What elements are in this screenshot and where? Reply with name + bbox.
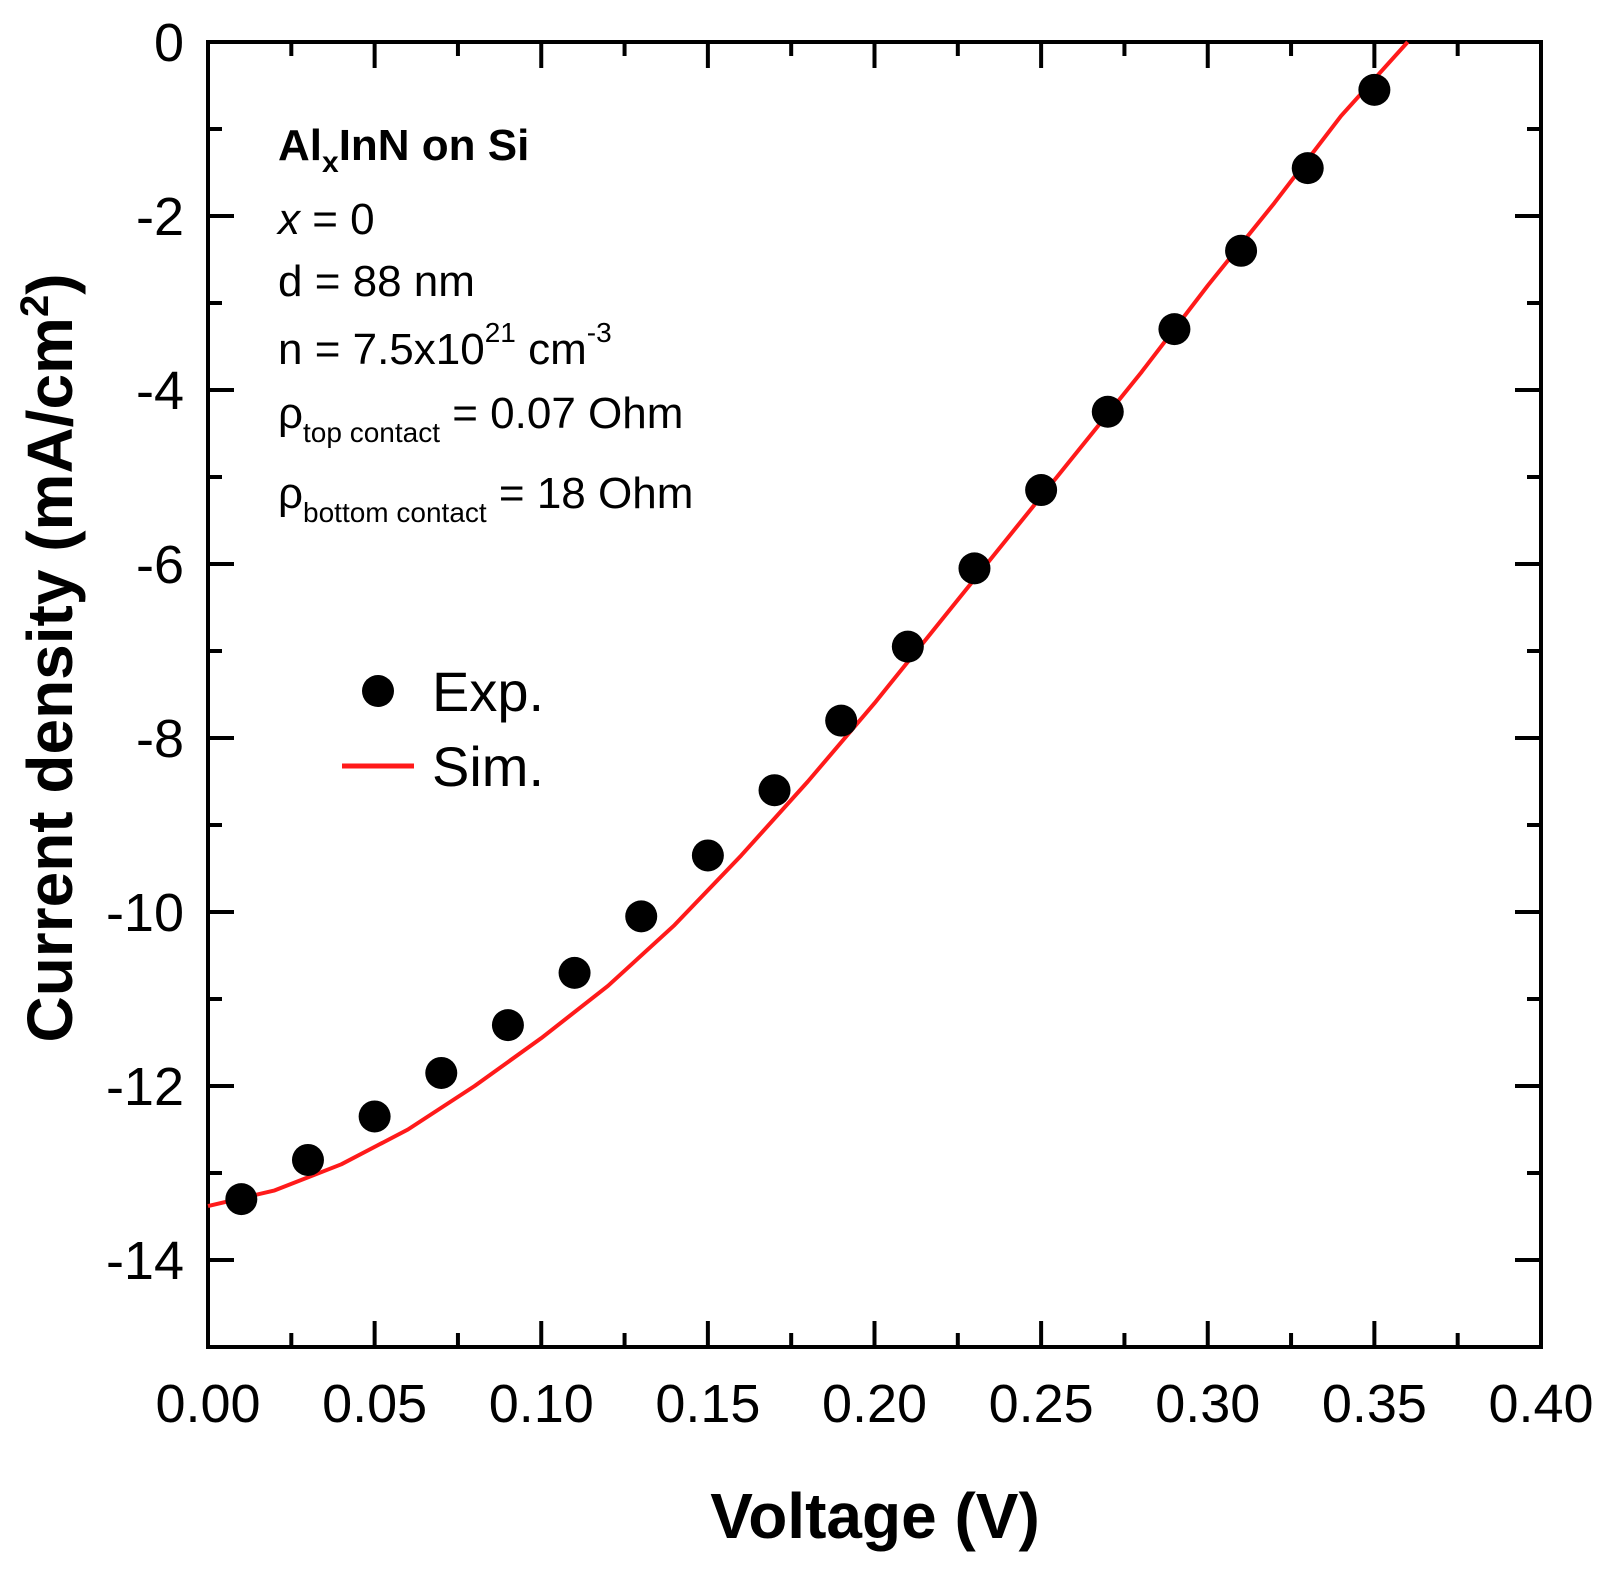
annotation-rho-bottom: ρbottom contact = 18 Ohm — [278, 469, 693, 528]
y-tick-label: -12 — [106, 1057, 184, 1117]
exp-data-point — [1025, 474, 1058, 507]
exp-data-point — [291, 1143, 324, 1176]
y-tick-label: -6 — [136, 535, 184, 595]
legend-label-sim: Sim. — [432, 735, 544, 798]
exp-data-point — [225, 1183, 258, 1216]
exp-data-point — [358, 1100, 391, 1133]
y-axis-title: Current density (mA/cm2) — [13, 273, 86, 1042]
y-tick-labels: 0 -2 -4 -6 -8 -10 -12 -14 — [106, 13, 184, 1291]
exp-data-point — [558, 956, 591, 989]
x-tick-label: 0.00 — [155, 1374, 260, 1434]
sim-curve — [207, 40, 1410, 1209]
plot-area — [207, 40, 1410, 1216]
exp-data-point — [425, 1056, 458, 1089]
exp-data-point — [1091, 395, 1124, 428]
x-tick-label: 0.35 — [1322, 1374, 1427, 1434]
y-tick-label: -8 — [136, 709, 184, 769]
exp-data-point — [691, 839, 724, 872]
y-tick-label: -2 — [136, 187, 184, 247]
x-tick-label: 0.30 — [1155, 1374, 1260, 1434]
x-tick-label: 0.05 — [322, 1374, 427, 1434]
annotation-block: AlxInN on Si x = 0 d = 88 nm n = 7.5x102… — [276, 121, 693, 528]
y-tick-label: 0 — [154, 13, 184, 73]
axis-ticks — [206, 40, 1543, 1349]
exp-data-point — [491, 1009, 524, 1042]
exp-data-point — [891, 630, 924, 663]
exp-data-point — [1358, 73, 1391, 106]
exp-data-point — [1225, 234, 1258, 267]
x-axis-title: Voltage (V) — [710, 1480, 1040, 1552]
annotation-composition: x = 0 — [276, 195, 375, 244]
y-tick-label: -4 — [136, 361, 184, 421]
legend-label-exp: Exp. — [432, 660, 544, 723]
y-tick-label: -10 — [106, 883, 184, 943]
exp-data-point — [758, 774, 791, 807]
x-tick-label: 0.20 — [822, 1374, 927, 1434]
x-tick-labels: 0.00 0.05 0.10 0.15 0.20 0.25 0.30 0.35 0.40 — [155, 1374, 1593, 1434]
x-tick-label: 0.10 — [489, 1374, 594, 1434]
y-tick-label: -14 — [106, 1231, 184, 1291]
x-tick-label: 0.15 — [655, 1374, 760, 1434]
annotation-thickness: d = 88 nm — [278, 257, 475, 306]
legend: Exp. Sim. — [342, 660, 544, 798]
plot-frame — [206, 40, 1543, 1349]
exp-data-point — [625, 900, 658, 933]
annotation-rho-top: ρtop contact = 0.07 Ohm — [278, 389, 683, 448]
x-tick-label: 0.25 — [989, 1374, 1094, 1434]
exp-data-point — [1158, 313, 1191, 346]
x-tick-label: 0.40 — [1488, 1374, 1593, 1434]
exp-data-point — [1291, 152, 1324, 185]
exp-data-point — [825, 704, 858, 737]
exp-data-point — [958, 552, 991, 585]
annotation-carrier-density: n = 7.5x1021 cm-3 — [278, 317, 612, 374]
legend-marker-exp — [362, 675, 394, 707]
annotation-sample-title: AlxInN on Si — [278, 121, 529, 179]
